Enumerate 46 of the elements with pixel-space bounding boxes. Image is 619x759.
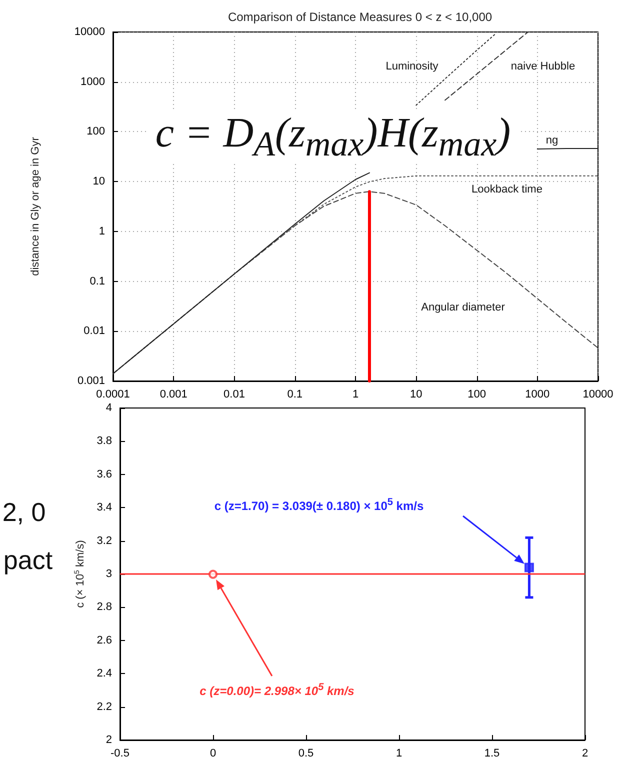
y-tick-label: 4 xyxy=(106,402,112,414)
annotation: ng xyxy=(546,134,558,146)
annotation: naive Hubble xyxy=(510,60,576,72)
y-tick-label: 0.1 xyxy=(90,275,105,288)
text: pact xyxy=(3,545,53,575)
y-tick-label: 2.8 xyxy=(96,601,112,614)
x-tick-label: 10 xyxy=(410,388,422,400)
x-tick-label: 0.1 xyxy=(287,388,303,400)
chart-title: Comparison of Distance Measures 0 < z < 10,000 xyxy=(228,10,492,24)
y-tick-label: 3.8 xyxy=(96,435,112,448)
x-tick-label: 2 xyxy=(582,748,588,759)
annotation: Luminosity xyxy=(386,60,438,72)
annotation: c = D$_{A}$(z$_{max}$)H(z$_{max}$) xyxy=(147,110,519,164)
y-tick-label: 0.01 xyxy=(84,325,105,338)
x-tick-label: 0.001 xyxy=(160,388,188,400)
annotation: Angular diameter xyxy=(421,302,505,314)
y-tick-label: 0.001 xyxy=(77,375,105,387)
y-tick-label: 2.2 xyxy=(96,700,112,713)
y-axis-title: distance in Gly or age in Gyr xyxy=(30,136,42,276)
y-tick-label: 10000 xyxy=(74,26,105,38)
x-tick-label: 1.5 xyxy=(484,748,500,759)
y-tick-label: 2 xyxy=(106,734,112,746)
y-tick-label: 1000 xyxy=(80,76,105,88)
x-tick-label: 10000 xyxy=(582,388,614,400)
y-tick-label: 10 xyxy=(92,176,105,188)
annotation: c (z=1.70) = 3.039(± 0.180) × 10$^{5}$ km/s xyxy=(214,497,424,513)
y-tick-label: 3.4 xyxy=(96,502,112,514)
y-tick-label: 2.6 xyxy=(96,634,112,646)
y-tick-label: 2.4 xyxy=(96,668,112,680)
x-tick-label: 100 xyxy=(468,388,486,400)
text: 2, 0 xyxy=(2,497,46,527)
x-tick-label: 0.0001 xyxy=(96,388,130,400)
y-tick-label: 3 xyxy=(106,568,112,580)
x-tick-label: 1000 xyxy=(525,388,550,400)
annotation: c (z=0.00)= 2.998× 10$^{5}$ km/s xyxy=(200,682,354,698)
y-tick-label: 1 xyxy=(98,225,105,238)
x-tick-label: 0.01 xyxy=(224,388,245,400)
y-tick-label: 100 xyxy=(86,126,105,138)
y-tick-label: 3.2 xyxy=(96,534,112,547)
x-tick-label: 0 xyxy=(210,748,216,759)
annotation: Lookback time xyxy=(472,184,542,196)
x-tick-label: -0.5 xyxy=(110,748,130,759)
x-tick-label: 1 xyxy=(396,748,402,759)
x-tick-label: 0.5 xyxy=(298,748,314,759)
y-tick-label: 3.6 xyxy=(96,468,112,480)
x-tick-label: 1 xyxy=(352,388,359,400)
